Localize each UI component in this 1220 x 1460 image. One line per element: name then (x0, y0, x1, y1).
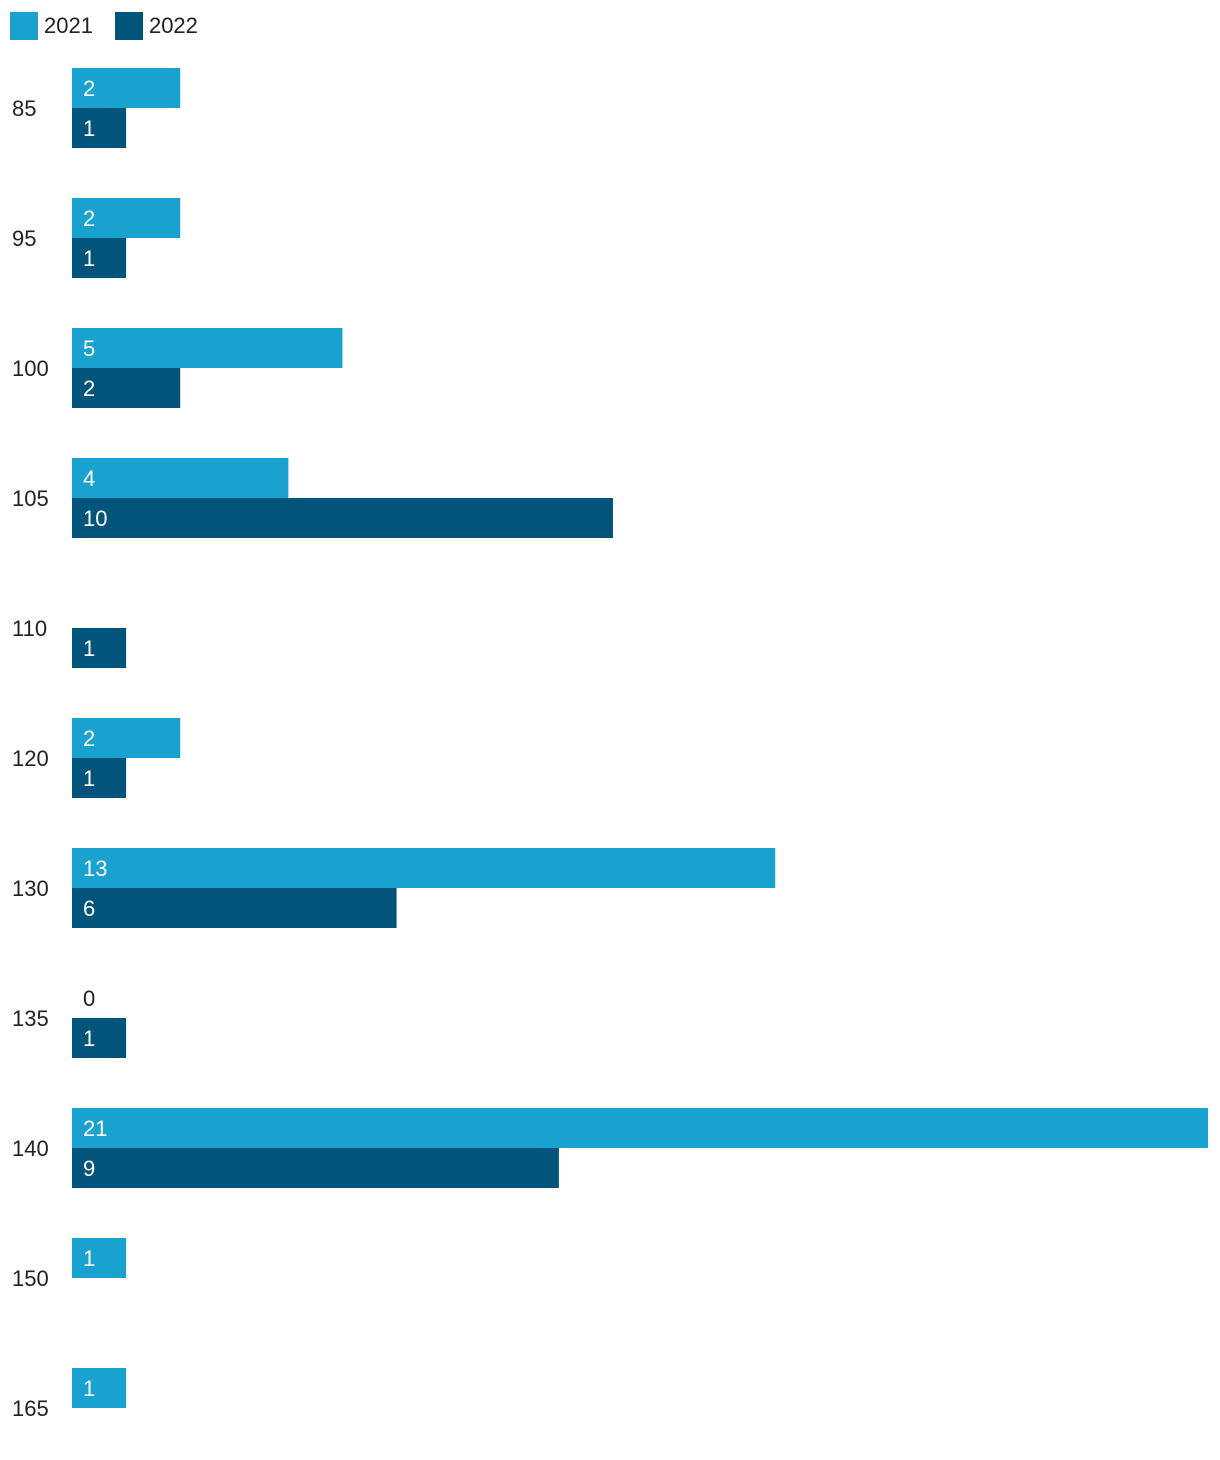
bar-2021-130[interactable] (72, 848, 776, 888)
bar-2021-105[interactable] (72, 458, 289, 498)
bar-2022-105[interactable] (72, 498, 613, 538)
bar-2021-120[interactable] (72, 718, 181, 758)
data-label-2022-135: 1 (83, 1026, 95, 1051)
data-label-2021-100: 5 (83, 336, 95, 361)
bar-2021-140[interactable] (72, 1108, 1208, 1148)
data-label-2021-165: 1 (83, 1376, 95, 1401)
category-label-130: 130 (12, 876, 49, 901)
legend-item-2022[interactable]: 2022 (114, 12, 198, 40)
legend-swatch-2022 (114, 12, 143, 40)
category-label-150: 150 (12, 1266, 49, 1291)
bar-2021-100[interactable] (72, 328, 343, 368)
bar-2022-100[interactable] (72, 368, 181, 408)
data-label-2021-85: 2 (83, 76, 95, 101)
data-label-2022-95: 1 (83, 246, 95, 271)
bar-2022-110[interactable] (72, 628, 127, 668)
data-label-2022-120: 1 (83, 766, 95, 791)
bar-2021-95[interactable] (72, 198, 181, 238)
category-label-95: 95 (12, 226, 36, 251)
data-label-2021-150: 1 (83, 1246, 95, 1271)
bar-2022-95[interactable] (72, 238, 127, 278)
data-label-2022-130: 6 (83, 896, 95, 921)
bar-2021-150[interactable] (72, 1238, 127, 1278)
category-label-165: 165 (12, 1396, 49, 1421)
data-label-2021-95: 2 (83, 206, 95, 231)
legend-swatch-2021 (10, 12, 38, 40)
category-label-135: 135 (12, 1006, 49, 1031)
data-label-2022-105: 10 (83, 506, 107, 531)
legend-item-2021[interactable]: 2021 (10, 12, 93, 40)
legend: 2021 2022 (10, 12, 220, 40)
bar-2021-85[interactable] (72, 68, 181, 108)
bar-2022-120[interactable] (72, 758, 127, 798)
data-label-2022-100: 2 (83, 376, 95, 401)
data-label-2021-135: 0 (83, 986, 95, 1011)
category-label-120: 120 (12, 746, 49, 771)
bar-2021-165[interactable] (72, 1368, 127, 1408)
data-label-2021-130: 13 (83, 856, 107, 881)
category-label-105: 105 (12, 486, 49, 511)
category-label-100: 100 (12, 356, 49, 381)
data-label-2022-85: 1 (83, 116, 95, 141)
category-label-110: 110 (12, 616, 47, 641)
bar-2022-85[interactable] (72, 108, 127, 148)
category-label-140: 140 (12, 1136, 49, 1161)
data-label-2022-140: 9 (83, 1156, 95, 1181)
data-label-2021-120: 2 (83, 726, 95, 751)
legend-label-2022: 2022 (148, 13, 198, 38)
data-label-2021-140: 21 (83, 1116, 107, 1141)
legend-label-2021: 2021 (44, 13, 93, 38)
category-label-85: 85 (12, 96, 36, 121)
bar-2022-130[interactable] (72, 888, 397, 928)
bar-2022-140[interactable] (72, 1148, 559, 1188)
data-label-2021-105: 4 (83, 466, 95, 491)
data-label-2022-110: 1 (83, 636, 95, 661)
bar-2022-135[interactable] (72, 1018, 127, 1058)
